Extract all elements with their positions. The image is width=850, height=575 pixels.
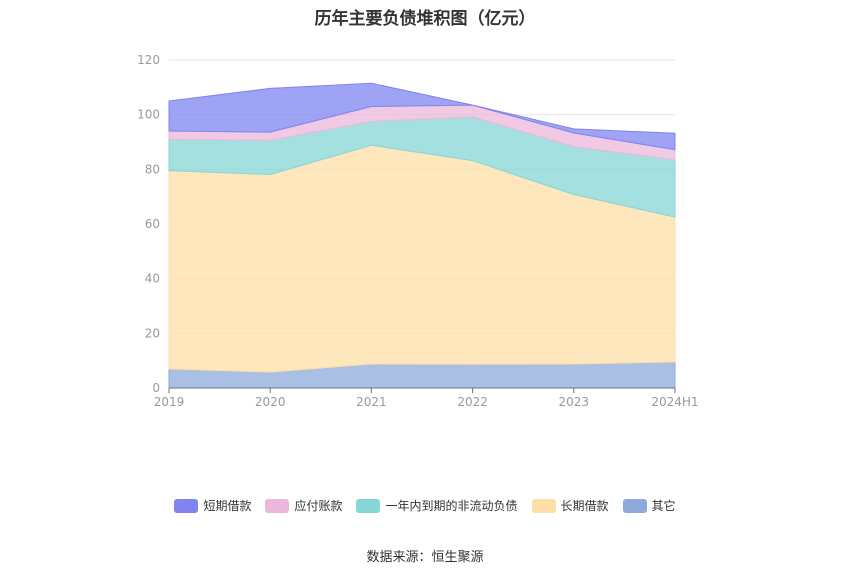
y-tick-label: 120 — [137, 53, 160, 67]
legend-item[interactable]: 应付账款 — [265, 497, 342, 514]
y-tick-label: 80 — [145, 162, 160, 176]
legend-swatch — [174, 498, 199, 513]
x-tick-label: 2023 — [559, 395, 590, 409]
data-source: 数据来源：恒生聚源 — [366, 550, 484, 565]
legend-item[interactable]: 其它 — [622, 497, 676, 514]
legend-label: 其它 — [651, 499, 676, 513]
legend: 短期借款 应付账款 一年内到期的非流动负债 长期借款 其它 — [0, 497, 850, 514]
legend-swatch — [531, 498, 556, 513]
x-tick-label: 2020 — [255, 395, 286, 409]
area-series — [168, 82, 676, 151]
legend-swatch — [356, 498, 381, 513]
x-tick-label: 2021 — [356, 395, 387, 409]
x-tick-label: 2024H1 — [651, 395, 698, 409]
legend-label: 应付账款 — [294, 499, 343, 513]
y-tick-label: 40 — [145, 272, 160, 286]
legend-item[interactable]: 短期借款 — [174, 497, 251, 514]
y-tick-label: 100 — [137, 108, 160, 122]
x-tick-label: 2022 — [457, 395, 488, 409]
legend-label: 短期借款 — [203, 499, 252, 513]
stacked-areas — [168, 82, 676, 389]
legend-item[interactable]: 一年内到期的非流动负债 — [356, 497, 518, 514]
y-tick-label: 60 — [145, 217, 160, 231]
legend-label: 长期借款 — [560, 499, 609, 513]
chart-title: 历年主要负债堆积图（亿元） — [314, 9, 536, 29]
legend-swatch — [265, 498, 290, 513]
legend-label: 一年内到期的非流动负债 — [385, 499, 518, 513]
legend-swatch — [622, 498, 647, 513]
legend-item[interactable]: 长期借款 — [531, 497, 609, 514]
y-tick-label: 20 — [145, 326, 160, 340]
y-tick-label: 0 — [152, 381, 160, 395]
x-tick-label: 2019 — [154, 395, 185, 409]
axes: 0 20 40 60 80 100 120 2019 2020 2021 2022 2023 2024H… — [137, 53, 699, 409]
